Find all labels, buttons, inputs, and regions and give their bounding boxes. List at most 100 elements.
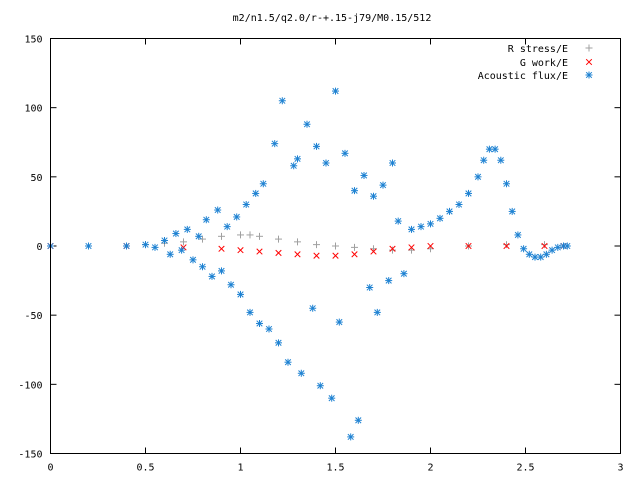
data-point-acoustic-flux (227, 281, 235, 289)
data-point-acoustic-flux (275, 339, 282, 347)
data-point-acoustic-flux (271, 140, 279, 148)
data-point-g-work (465, 242, 472, 250)
data-point-acoustic-flux (436, 214, 444, 222)
data-point-g-work (389, 245, 396, 252)
data-point-r-stress (199, 235, 206, 243)
legend-marker-acoustic-flux (585, 71, 593, 79)
y-tick-label: 0 (36, 242, 42, 253)
data-point-acoustic-flux (394, 217, 402, 225)
legend-marker-g-work (585, 58, 593, 66)
data-point-acoustic-flux (199, 263, 206, 271)
data-point-acoustic-flux (417, 223, 425, 231)
x-tick-label: 1 (237, 463, 243, 474)
data-point-acoustic-flux (354, 416, 362, 424)
data-point-acoustic-flux (278, 97, 286, 105)
data-point-acoustic-flux (455, 201, 463, 208)
data-point-acoustic-flux (525, 250, 533, 258)
x-tick-label: 0.5 (136, 463, 154, 474)
data-point-acoustic-flux (309, 304, 317, 312)
data-point-g-work (370, 248, 377, 255)
data-point-r-stress (313, 241, 320, 249)
data-point-acoustic-flux (400, 270, 408, 278)
data-point-g-work (256, 248, 263, 255)
data-point-acoustic-flux (508, 207, 516, 215)
data-point-acoustic-flux (332, 87, 339, 95)
plot-frame (50, 38, 621, 454)
data-point-g-work (332, 252, 339, 259)
data-point-acoustic-flux (259, 180, 267, 188)
data-point-acoustic-flux (373, 308, 381, 316)
data-point-g-work (275, 249, 282, 257)
data-point-acoustic-flux (385, 277, 393, 285)
data-point-acoustic-flux (202, 216, 210, 224)
data-point-acoustic-flux (316, 382, 324, 390)
data-point-acoustic-flux (341, 149, 349, 157)
data-point-acoustic-flux (142, 241, 149, 249)
data-point-acoustic-flux (294, 155, 301, 163)
data-point-acoustic-flux (322, 159, 330, 167)
data-point-r-stress (256, 232, 263, 240)
data-point-r-stress (351, 243, 358, 251)
data-point-acoustic-flux (297, 369, 305, 377)
data-point-g-work (237, 246, 244, 254)
data-point-g-work (503, 242, 510, 250)
data-point-acoustic-flux (465, 189, 472, 197)
data-point-acoustic-flux (237, 290, 244, 298)
legend-marker-r-stress (585, 44, 593, 52)
data-point-acoustic-flux (480, 156, 488, 164)
data-point-acoustic-flux (123, 242, 130, 250)
data-point-acoustic-flux (446, 207, 453, 215)
data-point-acoustic-flux (351, 187, 358, 195)
data-point-acoustic-flux (208, 272, 216, 280)
data-point-acoustic-flux (161, 236, 168, 244)
data-point-g-work (294, 251, 301, 258)
data-point-g-work (351, 251, 358, 258)
data-point-acoustic-flux (370, 192, 377, 200)
axis-ticks: 0 0.5 1 1.5 2 2.5 3 150 100 50 0 -50 -100 -150 (18, 35, 623, 474)
x-tick-label: 1.5 (326, 463, 344, 474)
data-point-acoustic-flux (214, 206, 222, 214)
data-point-acoustic-flux (537, 253, 545, 261)
data-point-g-work (408, 244, 415, 251)
data-point-acoustic-flux (303, 120, 311, 128)
data-point-acoustic-flux (218, 267, 225, 275)
data-point-acoustic-flux (520, 245, 528, 253)
x-tick-label: 3 (617, 463, 623, 474)
data-point-acoustic-flux (514, 231, 522, 239)
data-point-acoustic-flux (151, 243, 159, 251)
data-point-acoustic-flux (313, 142, 320, 150)
data-point-acoustic-flux (183, 225, 191, 233)
data-point-acoustic-flux (408, 225, 415, 233)
legend-label-g-work: G work/E (520, 58, 568, 69)
legend-label-acoustic-flux: Acoustic flux/E (478, 71, 568, 82)
data-point-r-stress (332, 242, 339, 250)
y-tick-label: 100 (24, 104, 42, 115)
data-point-acoustic-flux (563, 242, 571, 250)
data-point-acoustic-flux (360, 171, 368, 179)
y-tick-label: -50 (24, 311, 42, 322)
data-point-r-stress (218, 232, 225, 240)
data-point-acoustic-flux (178, 246, 186, 254)
data-point-acoustic-flux (347, 433, 355, 441)
x-tick-label: 0 (47, 463, 53, 474)
data-point-acoustic-flux (252, 189, 260, 197)
data-point-g-work (218, 245, 225, 252)
y-tick-label: -100 (18, 380, 42, 391)
data-point-r-stress (541, 241, 548, 249)
data-point-acoustic-flux (246, 308, 254, 316)
data-point-acoustic-flux (379, 181, 387, 189)
data-point-g-work (313, 252, 320, 259)
data-point-acoustic-flux (497, 156, 505, 164)
data-point-r-stress (246, 231, 254, 239)
data-point-acoustic-flux (242, 201, 250, 208)
x-tick-label: 2 (427, 463, 433, 474)
data-point-acoustic-flux (172, 230, 180, 238)
data-point-acoustic-flux (189, 256, 197, 264)
data-point-acoustic-flux (485, 145, 493, 153)
data-point-acoustic-flux (335, 318, 343, 326)
data-point-acoustic-flux (223, 223, 231, 231)
data-point-r-stress (503, 241, 510, 249)
data-point-r-stress (294, 238, 301, 246)
data-point-acoustic-flux (548, 246, 556, 254)
